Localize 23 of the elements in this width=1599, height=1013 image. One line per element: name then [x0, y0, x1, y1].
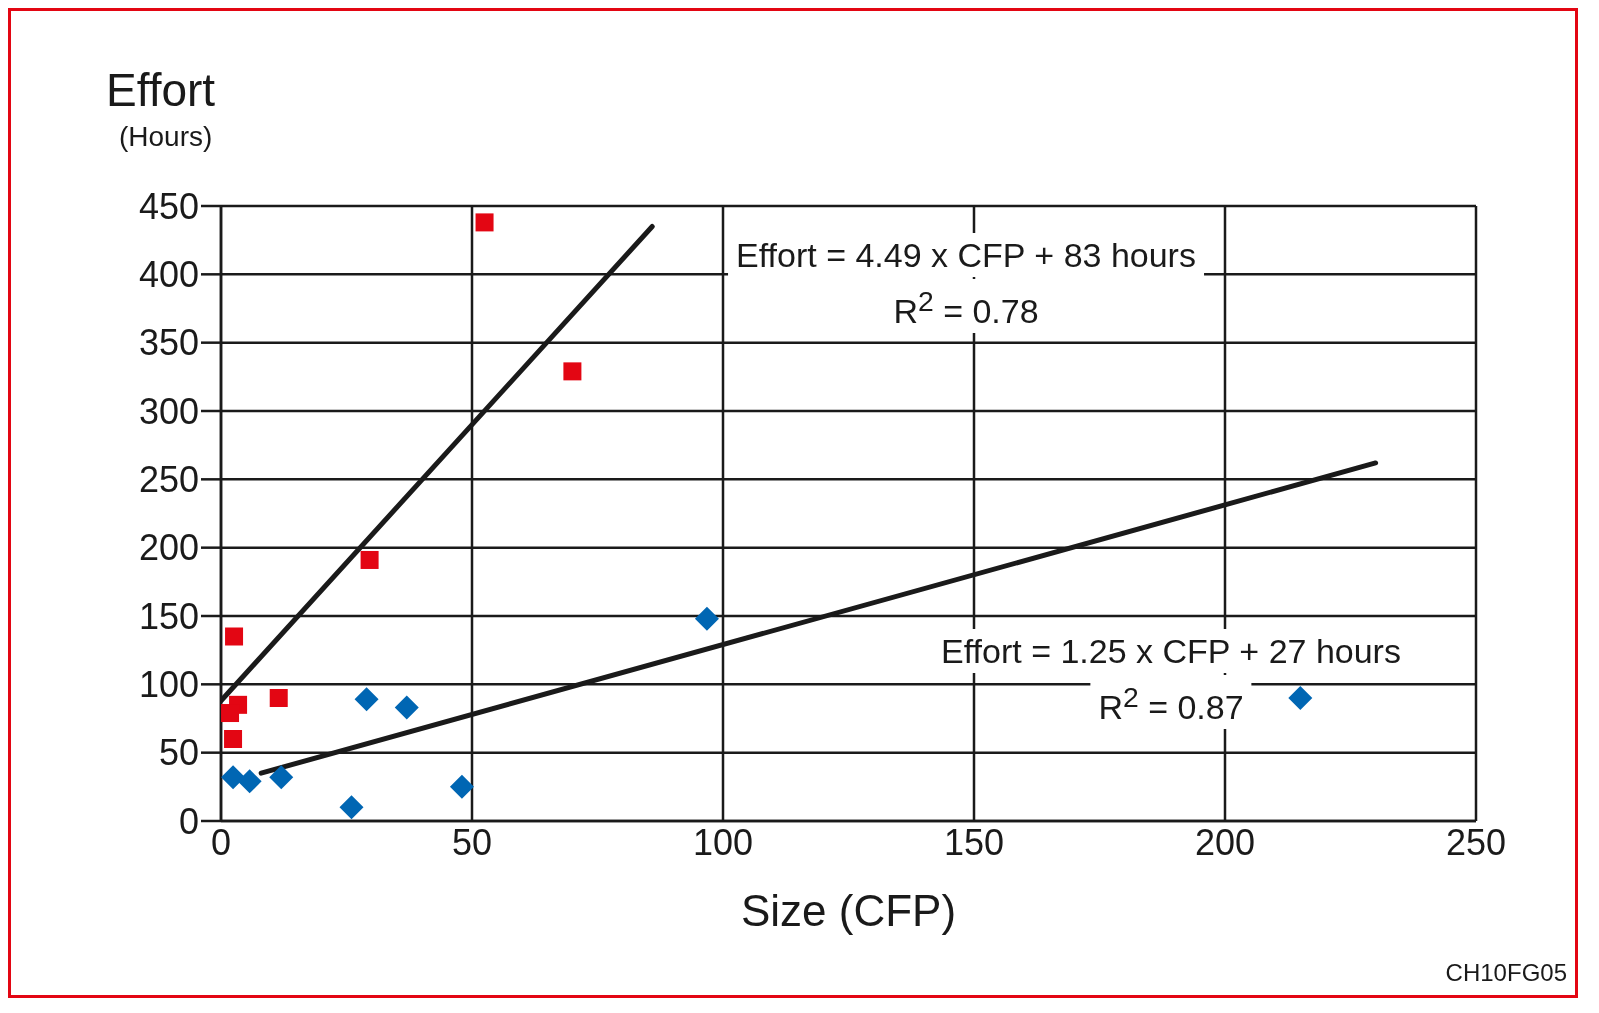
y-tick-label: 300: [138, 390, 199, 432]
x-tick-label: 200: [1194, 821, 1256, 863]
y-tick-label: 450: [138, 185, 199, 227]
y-tick-label: 200: [138, 527, 199, 569]
chart-title: Effort: [106, 63, 216, 117]
y-tick-label: 350: [138, 322, 199, 364]
annotation: Effort = 1.25 x CFP + 27 hours: [933, 629, 1409, 673]
x-tick-label: 250: [1445, 821, 1507, 863]
y-tick-label: 250: [138, 459, 199, 501]
y-tick-label: 150: [138, 595, 199, 637]
text: CH10FG05: [1445, 959, 1567, 987]
y-tick-label: 100: [138, 664, 199, 706]
x-tick-label: 100: [692, 821, 754, 863]
annotation: Effort = 4.49 x CFP + 83 hours: [728, 233, 1204, 277]
annotation: R$^{2}$ = 0.78: [885, 279, 1047, 334]
x-axis-title: Size (CFP): [740, 886, 957, 935]
x-tick-label: 0: [210, 821, 232, 863]
y-tick-label: 50: [158, 732, 199, 774]
y-tick-label: 400: [138, 254, 199, 296]
chart-subtitle: (Hours): [119, 121, 213, 153]
x-tick-label: 150: [943, 821, 1005, 863]
annotation: R$^{2}$ = 0.87: [1090, 675, 1252, 730]
x-tick-label: 50: [451, 821, 493, 863]
